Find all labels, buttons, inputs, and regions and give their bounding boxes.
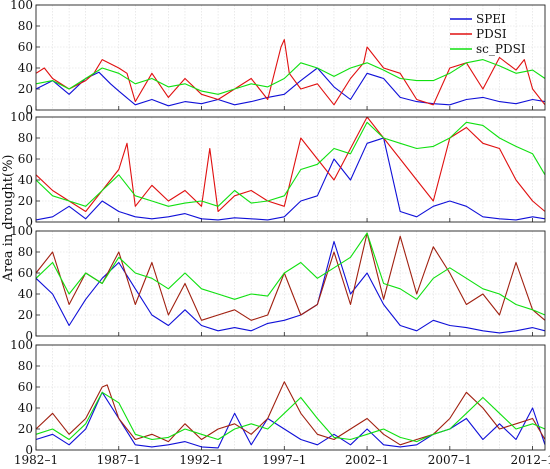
plot-frame (35, 230, 546, 337)
plot-frame (35, 116, 546, 223)
y-tick-label: 100 (10, 224, 33, 238)
plot-area (36, 345, 545, 450)
y-tick-label: 0 (25, 443, 33, 457)
plot-frame (35, 4, 546, 111)
series-line-spei (35, 137, 546, 221)
y-tick-label: 60 (18, 40, 33, 54)
series-line-pdsi (35, 381, 546, 446)
y-tick-label: 20 (18, 82, 33, 96)
x-tick-label: 1992–1 (179, 453, 223, 467)
y-tick-label: 60 (18, 152, 33, 166)
plot-area (36, 5, 545, 110)
series-line-spei (35, 67, 546, 107)
y-tick-label: 20 (18, 422, 33, 436)
y-tick-label: 40 (18, 401, 33, 415)
y-tick-label: 80 (18, 131, 33, 145)
panel-3: 0 20 40 60 80 100 (10, 224, 546, 343)
y-tick-label: 0 (25, 215, 33, 229)
y-tick-label: 20 (18, 308, 33, 322)
x-tick-label: 2007–1 (428, 453, 472, 467)
series-line-sc-pdsi (35, 232, 546, 316)
series-line-sc-pdsi (35, 59, 546, 95)
series-line-sc-pdsi (35, 121, 546, 207)
y-tick-label: 80 (18, 19, 33, 33)
x-tick-label: 1997–1 (262, 453, 306, 467)
legend-label: PDSI (476, 27, 507, 41)
y-axis-label: Area in drought(%) (1, 155, 16, 283)
y-tick-label: 20 (18, 194, 33, 208)
panel-2: 0 20 40 60 80 100 (10, 110, 546, 229)
y-tick-label: 100 (10, 338, 33, 352)
y-tick-label: 100 (10, 0, 33, 12)
y-tick-label: 40 (18, 173, 33, 187)
legend-label: SPEI (476, 12, 506, 26)
y-tick-label: 0 (25, 103, 33, 117)
y-tick-label: 80 (18, 245, 33, 259)
series-line-spei (35, 240, 546, 334)
plot-area (36, 231, 545, 336)
x-tick-label: 2002–1 (345, 453, 389, 467)
plot-area (36, 117, 545, 222)
series-line-pdsi (35, 232, 546, 321)
legend-label: sc_PDSI (476, 42, 526, 56)
x-tick-label: 1982–1 (14, 453, 58, 467)
y-tick-label: 40 (18, 61, 33, 75)
plot-frame (35, 344, 546, 451)
series-line-pdsi (35, 39, 546, 106)
x-tick-label: 2012–1 (510, 453, 550, 467)
y-tick-label: 100 (10, 110, 33, 124)
series-line-pdsi (35, 116, 546, 213)
y-tick-label: 60 (18, 266, 33, 280)
y-tick-label: 60 (18, 380, 33, 394)
x-tick-label: 1987–1 (97, 453, 141, 467)
y-tick-label: 40 (18, 287, 33, 301)
series-line-sc-pdsi (35, 391, 546, 443)
panel-4: 0 20 40 60 80 100 (10, 338, 546, 457)
y-tick-label: 80 (18, 359, 33, 373)
y-tick-label: 0 (25, 329, 33, 343)
